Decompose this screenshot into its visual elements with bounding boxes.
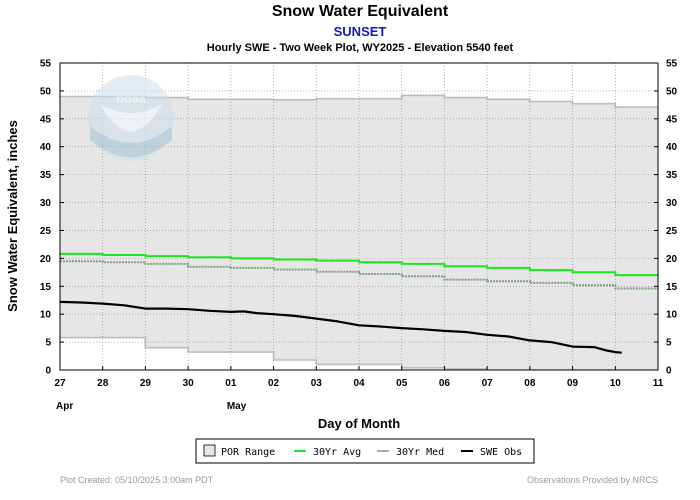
legend-label-avg: 30Yr Avg [313, 447, 361, 458]
y-tick-label-right: 20 [666, 254, 678, 265]
y-tick-label-right: 10 [666, 310, 678, 321]
y-tick-label-right: 5 [666, 338, 672, 349]
x-tick-label: 09 [567, 378, 579, 389]
legend-label-med: 30Yr Med [396, 447, 444, 458]
y-tick-label-right: 15 [666, 282, 678, 293]
y-tick-label-left: 55 [40, 59, 52, 70]
y-tick-label-left: 45 [40, 114, 52, 125]
y-tick-label-left: 30 [40, 198, 52, 209]
month-label: May [227, 401, 247, 412]
y-tick-label-left: 35 [40, 170, 52, 181]
chart-description: Hourly SWE - Two Week Plot, WY2025 - Ele… [207, 42, 514, 54]
y-tick-label-left: 40 [40, 142, 52, 153]
por-min-line [60, 336, 658, 370]
provider-note: Observations Provided by NRCS [527, 475, 658, 485]
y-tick-label-left: 25 [40, 226, 52, 237]
x-axis-label: Day of Month [318, 416, 400, 431]
series-swe-obs [60, 300, 622, 354]
legend: POR Range 30Yr Avg 30Yr Med SWE Obs [195, 438, 535, 464]
y-tick-label-left: 5 [45, 338, 51, 349]
legend-label-obs: SWE Obs [480, 447, 522, 458]
y-tick-label-left: 15 [40, 282, 52, 293]
x-tick-label: 29 [140, 378, 152, 389]
x-tick-label: 06 [439, 378, 451, 389]
legend-swatch-por [203, 444, 216, 457]
y-tick-label-right: 55 [666, 59, 678, 70]
y-tick-label-left: 0 [45, 366, 51, 377]
y-tick-label-right: 50 [666, 86, 678, 97]
chart-subtitle: SUNSET [334, 24, 387, 39]
y-tick-label-right: 40 [666, 142, 678, 153]
y-tick-label-right: 35 [666, 170, 678, 181]
series-layer [60, 252, 658, 354]
x-tick-label: 28 [97, 378, 109, 389]
y-tick-label-left: 10 [40, 310, 52, 321]
x-tick-label: 11 [653, 378, 664, 389]
x-tick-label: 30 [183, 378, 195, 389]
x-tick-label: 05 [396, 378, 408, 389]
x-tick-label: 02 [268, 378, 280, 389]
y-axis-label: Snow Water Equivalent, inches [5, 120, 20, 312]
series-30yr-med [60, 260, 658, 290]
x-tick-label: 08 [524, 378, 536, 389]
y-tick-label-right: 30 [666, 198, 678, 209]
month-label: Apr [56, 401, 73, 412]
por-range-band [60, 95, 658, 370]
y-tick-label-right: 45 [666, 114, 678, 125]
y-tick-label-left: 50 [40, 86, 52, 97]
svg-text:noaa: noaa [116, 91, 147, 106]
y-tick-label-right: 0 [666, 366, 672, 377]
chart-title: Snow Water Equivalent [272, 3, 449, 20]
x-tick-label: 03 [311, 378, 323, 389]
x-tick-label: 04 [353, 378, 365, 389]
legend-box [195, 438, 535, 464]
x-tick-label: 27 [54, 378, 66, 389]
y-tick-label-left: 20 [40, 254, 52, 265]
series-30yr-avg [60, 252, 658, 277]
noaa-logo-watermark: noaa [88, 75, 174, 161]
x-tick-label: 01 [225, 378, 237, 389]
legend-label-por: POR Range [221, 447, 275, 458]
x-tick-label: 10 [610, 378, 622, 389]
plot-created-note: Plot Created: 05/10/2025 3:00am PDT [60, 475, 214, 485]
y-tick-label-right: 25 [666, 226, 678, 237]
x-tick-label: 07 [482, 378, 494, 389]
